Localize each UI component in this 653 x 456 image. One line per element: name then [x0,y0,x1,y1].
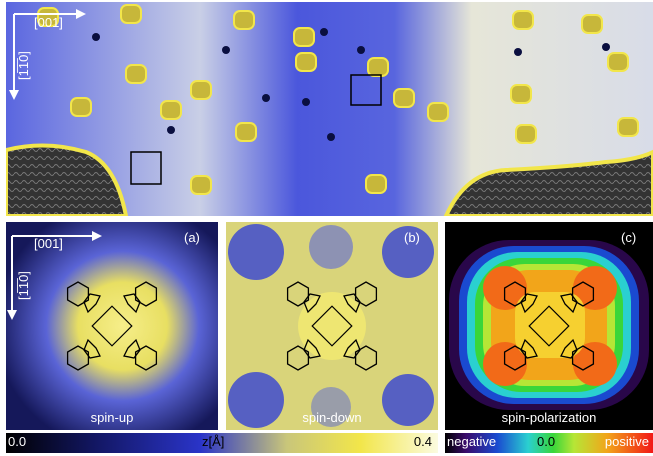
molecule-blob [160,100,182,120]
molecule-blob [233,10,255,30]
highlight-box-2 [130,151,162,185]
axis-label-x: [001] [34,15,63,30]
colorbar-spin: negative 0.0 positive [445,433,653,453]
panel-a-svg: [001] [1̅1̅0] (a) spin-up [6,222,218,430]
panel-letter: (a) [184,230,200,245]
molecule-blob [125,64,147,84]
molecule-blob [515,124,537,144]
molecule-blob [70,97,92,117]
vacancy-dot [167,126,175,134]
molecule-blob [120,4,142,24]
vacancy-dot [262,94,270,102]
axis-arrowhead-x [92,231,102,241]
molecule-blob [393,88,415,108]
colorbar-max: 0.4 [413,434,432,449]
panel-spin-polarization: (c) spin-polarization [445,222,653,430]
colorbar-negative: negative [447,434,497,449]
panel-letter: (c) [621,230,636,245]
molecule-structure-c [503,281,595,371]
molecule-structure-b [286,281,378,371]
panel-caption: spin-polarization [502,410,597,425]
axis-arrowhead-y [9,90,19,100]
axis-label-y: [1̅1̅0] [16,51,31,80]
molecule-blob [581,14,603,34]
vacancy-dot [92,33,100,41]
panel-spin-up: [001] [1̅1̅0] (a) spin-up [6,222,218,430]
panel-c-svg: (c) spin-polarization [445,222,653,430]
colorbar-unit: z[Å] [202,434,225,449]
molecule-blob [295,52,317,72]
molecule-blob [510,84,532,104]
vacancy-dot [357,46,365,54]
vacancy-dot [302,98,310,106]
molecule-blob [367,57,389,77]
axis-arrowhead-x [76,9,86,19]
panel-caption: spin-up [91,410,134,425]
colorbar-positive: positive [604,434,649,449]
vacancy-dot [602,43,610,51]
panel-letter: (b) [404,230,420,245]
molecule-blob [293,27,315,47]
vacancy-dot [222,46,230,54]
molecule-blob [617,117,639,137]
molecule-structure-a [66,281,158,371]
panel-caption: spin-down [302,410,361,425]
panel-spin-down: (b) spin-down [226,222,438,430]
substrate-region-left [6,143,129,216]
stm-overview-svg: [001] [1̅1̅0] [6,2,653,216]
molecule-blob [235,122,257,142]
molecule-group [37,4,639,195]
substrate-region-right [443,149,653,216]
colorbar-height: 0.0 z[Å] 0.4 [6,433,438,453]
molecule-blob [37,7,59,27]
vacancy-dot [320,28,328,36]
molecule-blob [190,175,212,195]
molecule-blob [427,102,449,122]
highlight-box-1 [350,74,382,106]
vacancy-dot [514,48,522,56]
axis-label-y: [1̅1̅0] [16,271,31,300]
molecule-blob [607,52,629,72]
colorbar-min: 0.0 [8,434,27,449]
axis-label-x: [001] [34,236,63,251]
molecule-blob [190,80,212,100]
colorbar-zero: 0.0 [537,434,556,449]
panel-b-svg: (b) spin-down [226,222,438,430]
molecule-blob [512,10,534,30]
stm-overview-image: [001] [1̅1̅0] [6,2,653,216]
vacancy-dot [327,133,335,141]
axis-arrowhead-y [7,310,17,320]
molecule-blob [365,174,387,194]
